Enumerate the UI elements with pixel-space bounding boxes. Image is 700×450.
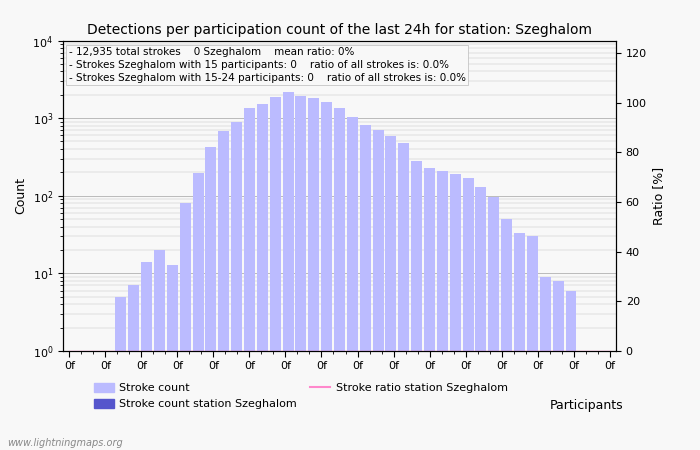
Bar xyxy=(321,102,332,450)
Bar xyxy=(578,351,589,450)
Bar xyxy=(102,351,113,450)
Bar xyxy=(90,351,101,450)
Bar xyxy=(283,91,293,450)
Bar xyxy=(244,108,255,450)
Bar xyxy=(424,168,435,450)
Bar xyxy=(475,187,486,450)
Bar xyxy=(270,97,281,450)
Bar xyxy=(154,250,165,450)
Bar xyxy=(386,136,396,450)
Bar xyxy=(257,104,268,450)
Bar xyxy=(116,297,126,450)
Bar xyxy=(141,262,152,450)
Bar xyxy=(347,117,358,450)
Bar xyxy=(463,178,474,450)
Bar xyxy=(527,236,538,450)
Bar xyxy=(372,130,384,450)
Bar xyxy=(128,285,139,450)
Bar xyxy=(334,108,345,450)
Bar xyxy=(360,125,371,450)
Bar xyxy=(514,233,525,450)
Text: www.lightningmaps.org: www.lightningmaps.org xyxy=(7,437,122,447)
Bar xyxy=(205,147,216,450)
Bar xyxy=(218,131,229,450)
Bar xyxy=(295,95,307,450)
Bar xyxy=(411,161,422,450)
Bar xyxy=(540,277,551,450)
Y-axis label: Count: Count xyxy=(14,177,27,214)
Bar xyxy=(501,219,512,450)
Bar xyxy=(604,351,615,450)
Bar xyxy=(231,122,242,450)
Text: Participants: Participants xyxy=(550,400,623,413)
Bar xyxy=(180,203,190,450)
Bar xyxy=(566,291,577,450)
Bar xyxy=(553,281,564,450)
Bar xyxy=(592,351,602,450)
Bar xyxy=(308,98,319,450)
Title: Detections per participation count of the last 24h for station: Szeghalom: Detections per participation count of th… xyxy=(87,22,592,36)
Bar xyxy=(489,198,499,450)
Legend: Stroke count, Stroke count station Szeghalom, Stroke ratio station Szeghalom: Stroke count, Stroke count station Szegh… xyxy=(89,378,512,414)
Bar xyxy=(77,351,88,450)
Bar xyxy=(450,174,461,450)
Bar xyxy=(64,351,75,450)
Bar xyxy=(167,265,178,450)
Bar xyxy=(437,171,448,450)
Text: - 12,935 total strokes    0 Szeghalom    mean ratio: 0%
- Strokes Szeghalom with: - 12,935 total strokes 0 Szeghalom mean … xyxy=(69,47,466,83)
Bar xyxy=(398,143,409,450)
Bar xyxy=(193,173,204,450)
Y-axis label: Ratio [%]: Ratio [%] xyxy=(652,166,666,225)
